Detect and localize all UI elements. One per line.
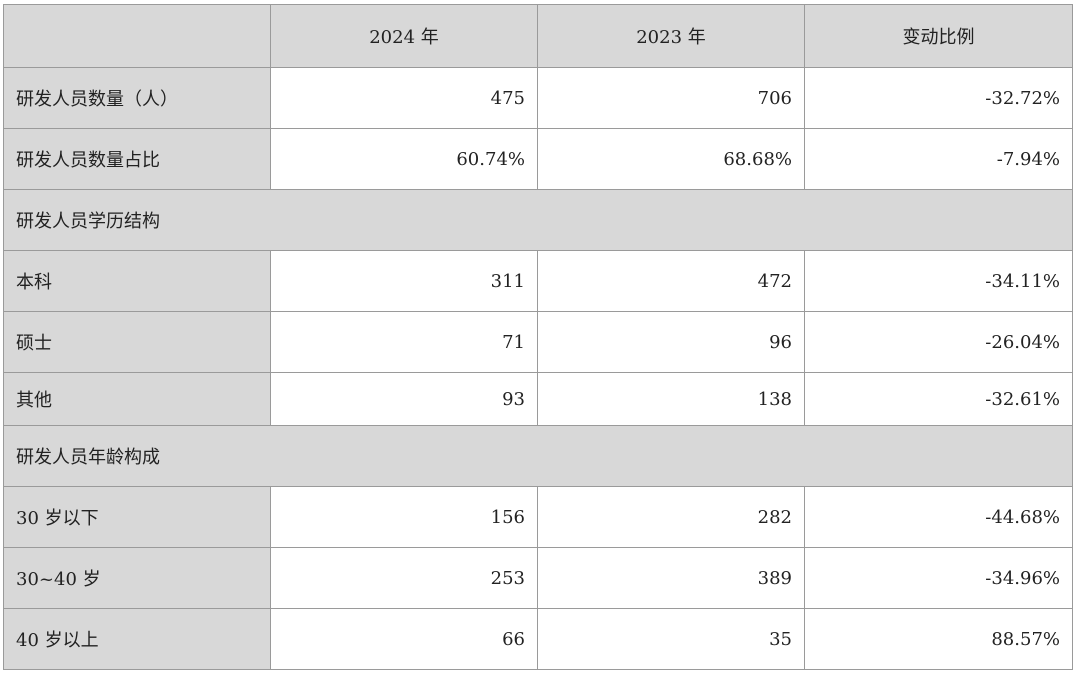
value-change: -26.04% xyxy=(804,311,1073,373)
row-label: 硕士 xyxy=(3,311,271,373)
value-2023: 282 xyxy=(537,486,805,548)
value-change: -34.96% xyxy=(804,547,1073,609)
row-label: 30~40 岁 xyxy=(3,547,271,609)
table-row: 研发人员数量占比 60.74% 68.68% -7.94% xyxy=(3,128,1073,190)
value-2024: 66 xyxy=(270,608,538,670)
row-label: 30 岁以下 xyxy=(3,486,271,548)
value-2023: 138 xyxy=(537,372,805,426)
table-header-row: 2024 年 2023 年 变动比例 xyxy=(3,4,1073,68)
value-2024: 475 xyxy=(270,67,538,129)
value-2023: 389 xyxy=(537,547,805,609)
value-2023: 35 xyxy=(537,608,805,670)
value-2024: 253 xyxy=(270,547,538,609)
value-2023: 706 xyxy=(537,67,805,129)
header-cell-change: 变动比例 xyxy=(804,4,1073,68)
header-cell-2023: 2023 年 xyxy=(537,4,805,68)
row-label: 40 岁以上 xyxy=(3,608,271,670)
table-row: 硕士 71 96 -26.04% xyxy=(3,311,1073,373)
value-2023: 96 xyxy=(537,311,805,373)
value-2024: 156 xyxy=(270,486,538,548)
value-change: -44.68% xyxy=(804,486,1073,548)
section-row: 研发人员学历结构 xyxy=(3,189,1073,251)
rd-staff-table-container: 2024 年 2023 年 变动比例 研发人员数量（人） 475 706 -32… xyxy=(3,4,1073,670)
row-label: 研发人员数量占比 xyxy=(3,128,271,190)
row-label: 研发人员数量（人） xyxy=(3,67,271,129)
value-change: 88.57% xyxy=(804,608,1073,670)
value-change: -34.11% xyxy=(804,250,1073,312)
table-row: 30 岁以下 156 282 -44.68% xyxy=(3,486,1073,548)
value-2023: 472 xyxy=(537,250,805,312)
section-row: 研发人员年龄构成 xyxy=(3,425,1073,487)
value-change: -7.94% xyxy=(804,128,1073,190)
value-change: -32.61% xyxy=(804,372,1073,426)
row-label: 本科 xyxy=(3,250,271,312)
table-row: 40 岁以上 66 35 88.57% xyxy=(3,608,1073,670)
rd-staff-table: 2024 年 2023 年 变动比例 研发人员数量（人） 475 706 -32… xyxy=(3,4,1073,670)
value-change: -32.72% xyxy=(804,67,1073,129)
row-label: 其他 xyxy=(3,372,271,426)
value-2024: 60.74% xyxy=(270,128,538,190)
section-label: 研发人员学历结构 xyxy=(3,189,1073,251)
table-row: 其他 93 138 -32.61% xyxy=(3,372,1073,426)
value-2024: 311 xyxy=(270,250,538,312)
section-label: 研发人员年龄构成 xyxy=(3,425,1073,487)
header-cell-blank xyxy=(3,4,271,68)
table-row: 研发人员数量（人） 475 706 -32.72% xyxy=(3,67,1073,129)
value-2024: 71 xyxy=(270,311,538,373)
value-2024: 93 xyxy=(270,372,538,426)
header-cell-2024: 2024 年 xyxy=(270,4,538,68)
table-row: 30~40 岁 253 389 -34.96% xyxy=(3,547,1073,609)
value-2023: 68.68% xyxy=(537,128,805,190)
table-row: 本科 311 472 -34.11% xyxy=(3,250,1073,312)
